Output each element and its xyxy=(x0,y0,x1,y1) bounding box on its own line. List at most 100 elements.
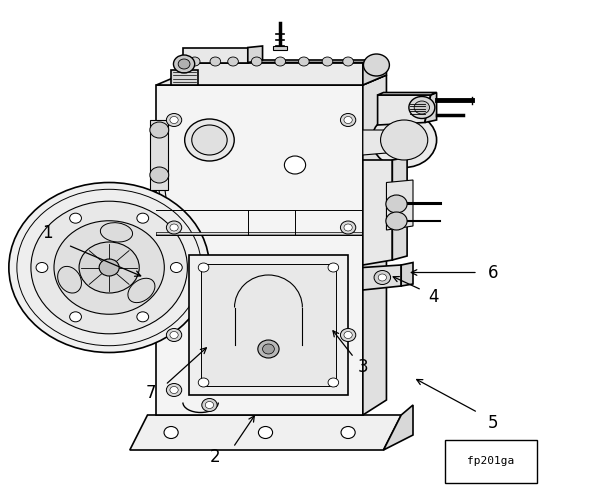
Polygon shape xyxy=(180,62,363,85)
Circle shape xyxy=(170,116,178,123)
Circle shape xyxy=(170,332,178,338)
Circle shape xyxy=(386,195,407,213)
Polygon shape xyxy=(392,158,407,260)
Circle shape xyxy=(340,114,356,126)
Polygon shape xyxy=(363,265,401,290)
Ellipse shape xyxy=(100,222,133,242)
Circle shape xyxy=(284,156,306,174)
Polygon shape xyxy=(378,95,431,125)
Polygon shape xyxy=(273,46,287,50)
Polygon shape xyxy=(189,255,348,395)
Circle shape xyxy=(185,119,234,161)
Circle shape xyxy=(189,57,200,66)
Circle shape xyxy=(328,378,339,387)
Polygon shape xyxy=(363,160,392,265)
Circle shape xyxy=(258,426,273,438)
Circle shape xyxy=(166,221,182,234)
Polygon shape xyxy=(156,85,363,415)
Text: 6: 6 xyxy=(487,264,498,281)
Polygon shape xyxy=(156,232,372,235)
Circle shape xyxy=(166,114,182,126)
Circle shape xyxy=(340,221,356,234)
Polygon shape xyxy=(425,92,437,122)
Polygon shape xyxy=(156,125,169,248)
Circle shape xyxy=(344,332,352,338)
Circle shape xyxy=(263,344,274,354)
Polygon shape xyxy=(156,75,386,85)
Circle shape xyxy=(166,384,182,396)
Polygon shape xyxy=(201,264,336,386)
Circle shape xyxy=(171,262,182,272)
Polygon shape xyxy=(378,92,437,95)
Circle shape xyxy=(205,402,214,408)
Circle shape xyxy=(150,122,169,138)
Circle shape xyxy=(341,426,355,438)
Circle shape xyxy=(36,262,48,272)
Circle shape xyxy=(164,426,178,438)
Text: 3: 3 xyxy=(358,358,368,376)
Polygon shape xyxy=(248,46,263,62)
Circle shape xyxy=(202,398,217,411)
Circle shape xyxy=(192,125,227,155)
Circle shape xyxy=(9,182,209,352)
Circle shape xyxy=(228,57,238,66)
Circle shape xyxy=(170,224,178,231)
Ellipse shape xyxy=(58,266,81,293)
Circle shape xyxy=(198,378,209,387)
Polygon shape xyxy=(183,48,248,62)
Circle shape xyxy=(178,59,190,69)
Polygon shape xyxy=(363,75,386,415)
Circle shape xyxy=(414,101,430,114)
Circle shape xyxy=(322,57,333,66)
Circle shape xyxy=(344,116,352,123)
Polygon shape xyxy=(130,415,401,450)
Circle shape xyxy=(363,54,389,76)
Circle shape xyxy=(210,57,221,66)
Circle shape xyxy=(372,112,437,168)
Polygon shape xyxy=(386,180,413,230)
Circle shape xyxy=(409,96,435,118)
Polygon shape xyxy=(401,262,413,286)
Polygon shape xyxy=(363,60,386,85)
Polygon shape xyxy=(150,120,168,190)
Polygon shape xyxy=(384,405,413,450)
Circle shape xyxy=(166,328,182,342)
Circle shape xyxy=(170,386,178,394)
Circle shape xyxy=(374,270,391,284)
Text: 5: 5 xyxy=(487,414,498,432)
Ellipse shape xyxy=(128,278,155,302)
Text: 2: 2 xyxy=(210,448,221,466)
Circle shape xyxy=(173,55,195,73)
Text: 1: 1 xyxy=(42,224,53,242)
Polygon shape xyxy=(156,278,169,330)
Text: 7: 7 xyxy=(145,384,156,402)
Text: 4: 4 xyxy=(428,288,439,306)
Circle shape xyxy=(70,312,81,322)
Circle shape xyxy=(340,328,356,342)
Circle shape xyxy=(386,212,407,230)
Circle shape xyxy=(17,190,201,346)
Circle shape xyxy=(251,57,262,66)
Circle shape xyxy=(344,224,352,231)
Circle shape xyxy=(378,274,386,281)
FancyBboxPatch shape xyxy=(445,440,537,482)
Polygon shape xyxy=(171,70,198,85)
Circle shape xyxy=(150,167,169,183)
Circle shape xyxy=(198,263,209,272)
Circle shape xyxy=(137,312,149,322)
Circle shape xyxy=(137,213,149,223)
Polygon shape xyxy=(363,130,392,155)
Polygon shape xyxy=(180,60,386,62)
Circle shape xyxy=(79,242,139,293)
Circle shape xyxy=(31,201,188,334)
Circle shape xyxy=(343,57,353,66)
Text: fp201ga: fp201ga xyxy=(467,456,514,466)
Circle shape xyxy=(70,213,81,223)
Circle shape xyxy=(381,120,428,160)
Circle shape xyxy=(99,259,119,276)
Circle shape xyxy=(258,340,279,358)
Circle shape xyxy=(328,263,339,272)
Circle shape xyxy=(54,221,164,314)
Circle shape xyxy=(275,57,286,66)
Circle shape xyxy=(299,57,309,66)
